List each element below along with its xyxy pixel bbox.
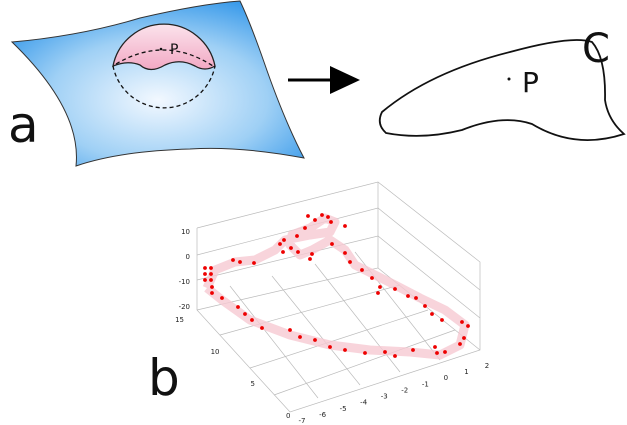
trajectory-point: [326, 215, 330, 219]
arrow-head: [330, 66, 360, 94]
point-label: P: [170, 42, 178, 58]
x-tick-label: 2: [485, 362, 489, 370]
trajectory-point: [313, 218, 317, 222]
trajectory-point: [209, 278, 213, 282]
x-tick-label: -4: [360, 399, 368, 407]
trajectory-point: [231, 258, 235, 262]
region-label: C: [582, 26, 610, 72]
trajectory-point: [329, 220, 333, 224]
trajectory-point: [278, 242, 282, 246]
x-tick-label: -2: [401, 386, 408, 394]
y-tick-label: 5: [251, 380, 255, 388]
trajectory-point: [343, 348, 347, 352]
z-tick-label: -10: [179, 278, 190, 286]
trajectory-point: [414, 296, 418, 300]
x-tick-label: 0: [444, 374, 448, 382]
trajectory-point: [238, 260, 242, 264]
y-tick-label: 15: [175, 316, 184, 324]
trajectory-point: [203, 278, 207, 282]
x-tick-label: -3: [381, 393, 388, 401]
trajectory-band: [207, 218, 465, 355]
trajectory-point: [348, 260, 352, 264]
trajectory-point: [306, 214, 310, 218]
trajectory-point: [295, 234, 299, 238]
trajectory-point: [209, 272, 213, 276]
trajectory-point: [298, 335, 302, 339]
x-tick-label: -1: [422, 380, 429, 388]
trajectory-point: [393, 354, 397, 358]
trajectory-point: [383, 350, 387, 354]
trajectory-point: [440, 318, 444, 322]
trajectory-point: [288, 328, 292, 332]
trajectory-point: [203, 272, 207, 276]
trajectory-point: [343, 251, 347, 255]
z-tick-label: 0: [186, 253, 190, 261]
trajectory-point: [423, 304, 427, 308]
trajectory-point: [343, 224, 347, 228]
x-tick-label: -5: [340, 405, 347, 413]
trajectory-point: [310, 252, 314, 256]
trajectory-point: [243, 312, 247, 316]
trajectory-point: [250, 318, 254, 322]
trajectory-point: [328, 345, 332, 349]
trajectory-point: [378, 285, 382, 289]
trajectory-point: [430, 312, 434, 316]
trajectory-points: [203, 213, 470, 358]
trajectory-point: [462, 336, 466, 340]
point-dot: [160, 48, 163, 51]
z-tick-label: 10: [181, 228, 190, 236]
point-dot: [508, 78, 511, 81]
trajectory-point: [330, 242, 334, 246]
trajectory-point: [203, 266, 207, 270]
trajectory-point: [313, 338, 317, 342]
trajectory-point: [252, 261, 256, 265]
trajectory-point: [370, 276, 374, 280]
trajectory-point: [466, 324, 470, 328]
trajectory-point: [458, 342, 462, 346]
trajectory-point: [236, 305, 240, 309]
trajectory-point: [411, 348, 415, 352]
y-tick-label: 0: [286, 412, 290, 420]
trajectory-point: [363, 351, 367, 355]
point-label: P: [522, 66, 539, 99]
trajectory-point: [308, 257, 312, 261]
trajectory-point: [376, 291, 380, 295]
trajectory-point: [210, 291, 214, 295]
trajectory-point: [303, 226, 307, 230]
trajectory-point: [220, 296, 224, 300]
plot-box: [197, 182, 480, 412]
trajectory-point: [281, 250, 285, 254]
trajectory-point: [433, 345, 437, 349]
z-tick-label: -20: [179, 303, 190, 311]
trajectory-point: [360, 268, 364, 272]
panel-label: a: [8, 96, 39, 154]
x-tick-label: -7: [299, 417, 306, 425]
panel-label: b: [148, 349, 180, 407]
trajectory-point: [435, 351, 439, 355]
trajectory-point: [296, 250, 300, 254]
trajectory-point: [393, 287, 397, 291]
trajectory-point: [460, 320, 464, 324]
y-tick-label: 10: [211, 348, 220, 356]
trajectory-point: [289, 246, 293, 250]
trajectory-point: [209, 266, 213, 270]
trajectory-point: [282, 238, 286, 242]
trajectory-point: [260, 326, 264, 330]
figure: P a C P 100-10-20151050-7-6-5-4-3-2-1012…: [0, 0, 627, 425]
x-tick-label: -6: [319, 411, 327, 419]
trajectory-point: [320, 213, 324, 217]
trajectory-point: [406, 294, 410, 298]
trajectory-point: [443, 350, 447, 354]
x-tick-label: 1: [464, 368, 468, 376]
trajectory-point: [210, 285, 214, 289]
